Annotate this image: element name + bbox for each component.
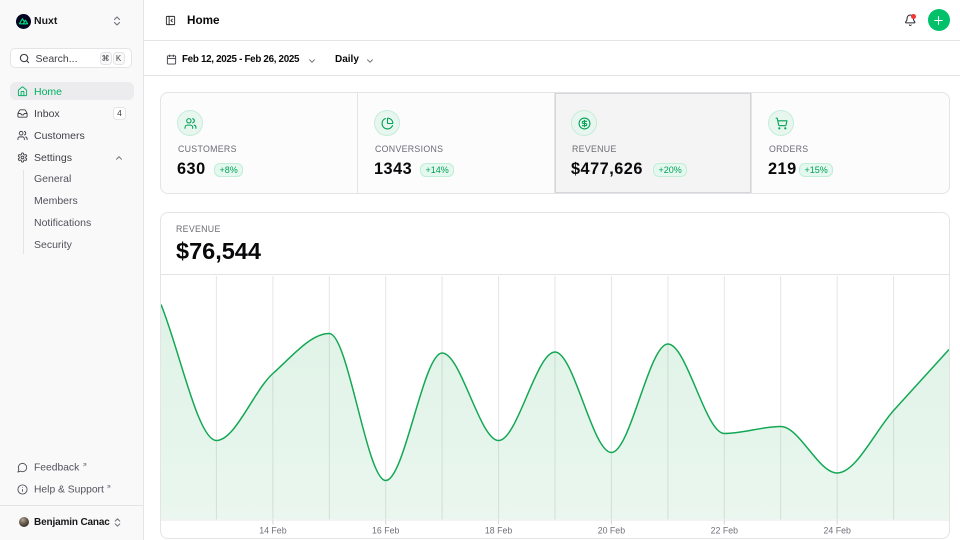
svg-text:18 Feb: 18 Feb [485,525,512,535]
svg-text:14 Feb: 14 Feb [259,525,286,535]
svg-text:20 Feb: 20 Feb [598,525,625,535]
svg-text:16 Feb: 16 Feb [372,525,399,535]
svg-text:24 Feb: 24 Feb [824,525,851,535]
svg-text:22 Feb: 22 Feb [711,525,738,535]
